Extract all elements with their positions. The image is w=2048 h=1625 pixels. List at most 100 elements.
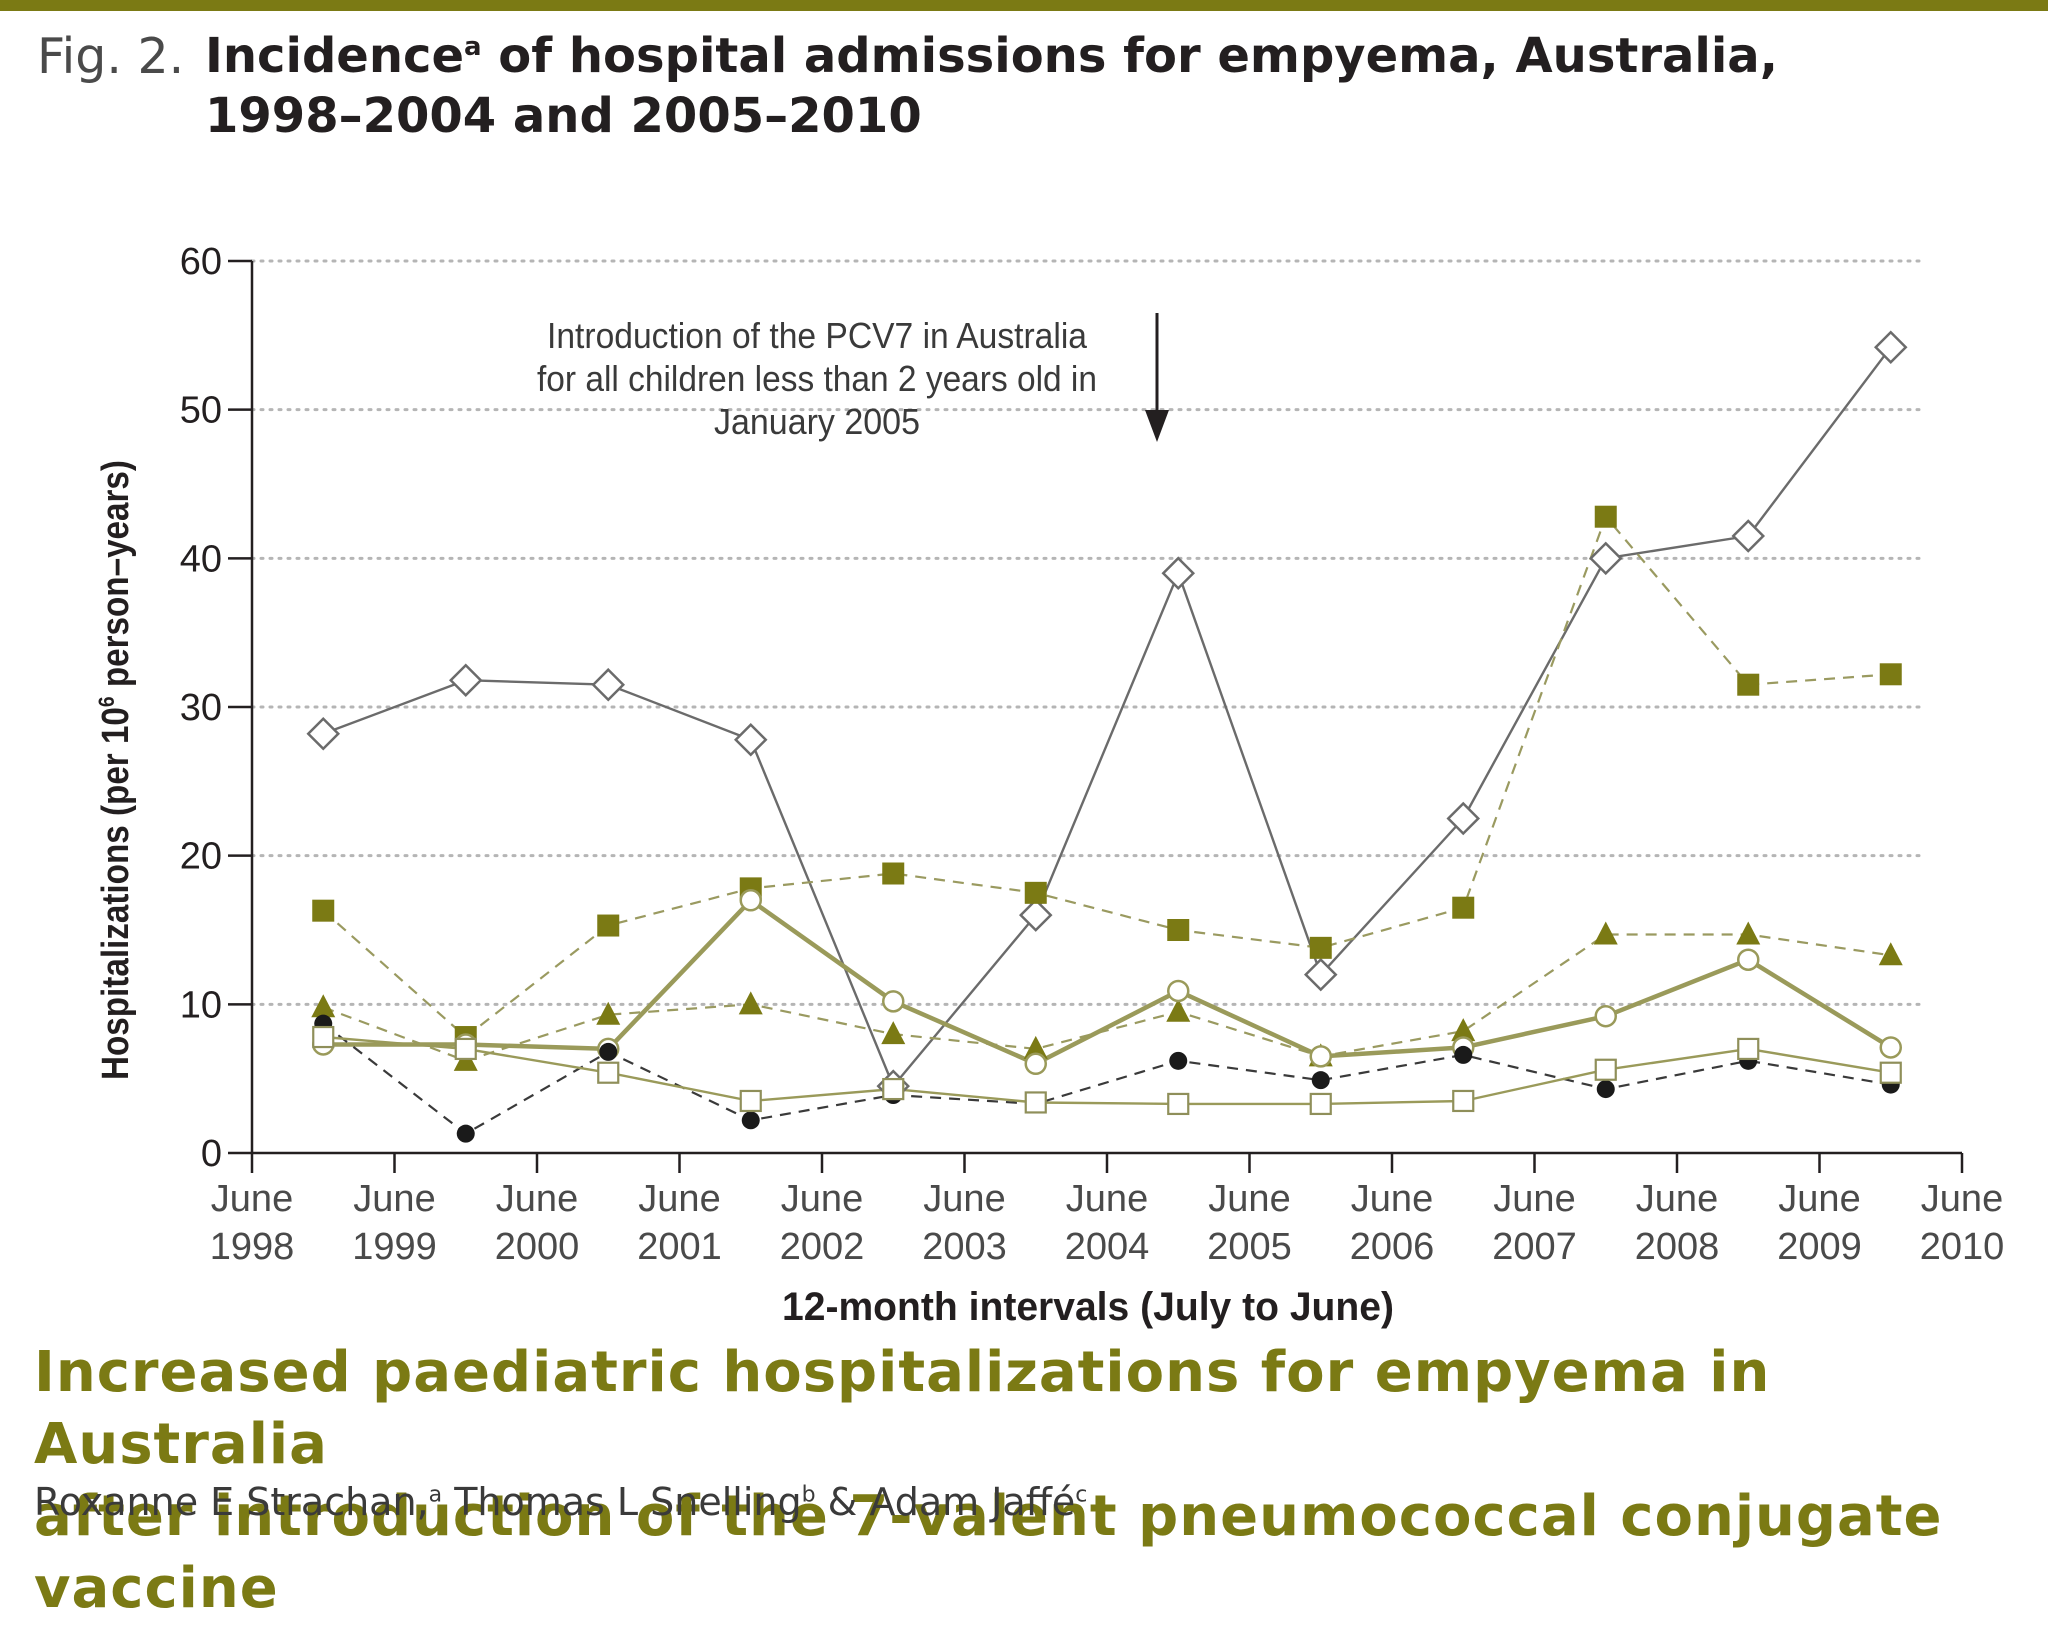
author-byline: Roxanne E Strachan,a Thomas L Snellingb …: [34, 1480, 1087, 1524]
annotation-text-line: Introduction of the PCV7 in Australia: [547, 315, 1088, 356]
data-point-open-square: [1737, 1037, 1760, 1061]
data-point-open-diamond: [1446, 801, 1481, 836]
series-line-open-circle: [323, 898, 1892, 1067]
x-tick-label: June: [1066, 1178, 1148, 1220]
x-tick-label: June: [1208, 1178, 1290, 1220]
x-tick-label: 2008: [1635, 1226, 1720, 1268]
data-point-filled-square: [1167, 919, 1190, 941]
y-axis-label-sup: 6: [94, 696, 119, 707]
x-tick-label: June: [781, 1178, 863, 1220]
annotation-text-line: for all children less than 2 years old i…: [537, 358, 1097, 399]
data-point-filled-circle: [1311, 1071, 1330, 1090]
x-tick-label: 2007: [1492, 1226, 1577, 1268]
data-point-filled-square: [597, 914, 620, 937]
data-point-filled-square: [1737, 673, 1760, 696]
annotation-text-line: January 2005: [714, 401, 920, 442]
data-point-open-circle: [1167, 979, 1190, 1003]
data-point-filled-circle: [741, 1111, 760, 1130]
series-line-filled-square: [322, 515, 1891, 1039]
y-axis-label: Hospitalizations (per 106 person–years): [94, 460, 137, 1080]
data-point-open-diamond: [1873, 330, 1908, 364]
data-point-open-diamond: [1303, 957, 1338, 992]
data-point-open-diamond: [448, 663, 483, 698]
data-point-open-circle: [1737, 948, 1760, 971]
data-point-filled-circle: [599, 1042, 618, 1061]
headline-line-1: Increased paediatric hospitalizations fo…: [34, 1340, 1771, 1477]
y-tick-label: 50: [180, 390, 222, 432]
data-point-open-circle: [739, 889, 762, 912]
series-line-filled-triangle: [322, 933, 1891, 1062]
author-name: Thomas L Snelling: [442, 1480, 802, 1524]
figure-title-rest: of hospital admissions for empyema, Aust…: [205, 28, 1778, 144]
figure-title-superscript: a: [464, 32, 482, 62]
data-point-filled-triangle: [1878, 942, 1903, 966]
figure-title: Incidencea of hospital admissions for em…: [205, 26, 1905, 146]
data-point-filled-square: [1594, 505, 1617, 528]
pcv7-annotation: Introduction of the PCV7 in Australiafor…: [537, 313, 1169, 442]
x-tick-label: 1999: [352, 1226, 437, 1268]
x-tick-label: 2009: [1777, 1226, 1862, 1268]
data-point-open-diamond: [1731, 519, 1766, 553]
y-tick-label: 10: [180, 984, 222, 1026]
axes: 0 10 20 30 40 50 60 June 1998 June 1999 June 2000 Jun…: [180, 241, 2005, 1268]
x-tick-label: June: [1493, 1178, 1575, 1220]
data-point-filled-square: [882, 862, 905, 885]
x-tick-label: June: [1636, 1178, 1718, 1220]
data-point-open-square: [1594, 1058, 1617, 1081]
data-point-open-diamond: [1588, 541, 1623, 576]
x-tick-label: 1998: [210, 1226, 295, 1268]
top-accent-bar: [0, 0, 2048, 11]
data-point-open-square: [1452, 1089, 1475, 1113]
x-tick-label: June: [638, 1178, 720, 1220]
data-point-filled-square: [1879, 663, 1902, 686]
x-tick-label: 2010: [1920, 1226, 2005, 1268]
data-point-open-square: [1309, 1092, 1332, 1116]
data-point-filled-triangle: [1736, 921, 1761, 945]
data-point-open-diamond: [1161, 556, 1196, 590]
data-point-filled-triangle: [596, 1001, 621, 1025]
data-point-open-square: [1879, 1061, 1902, 1084]
x-tick-label: 2000: [495, 1226, 580, 1268]
y-tick-label: 40: [180, 538, 222, 580]
data-point-filled-triangle: [1166, 998, 1191, 1022]
author-name: & Adam Jaffé: [815, 1480, 1076, 1524]
author-affiliation: b: [801, 1482, 816, 1508]
data-point-filled-square: [312, 899, 335, 922]
x-tick-label: June: [1778, 1178, 1860, 1220]
figure-label: Fig. 2.: [37, 28, 185, 85]
data-point-filled-triangle: [1023, 1035, 1048, 1059]
data-point-filled-circle: [1454, 1045, 1473, 1064]
data-point-open-diamond: [733, 722, 768, 757]
data-point-open-diamond: [1018, 898, 1053, 932]
x-tick-label: 2003: [922, 1226, 1007, 1268]
y-tick-label: 30: [180, 687, 222, 729]
y-tick-label: 60: [180, 241, 222, 283]
data-point-open-square: [882, 1077, 905, 1101]
author-affiliation: a: [428, 1482, 443, 1508]
data-point-filled-square: [1309, 936, 1332, 959]
series-line-open-square: [323, 1035, 1891, 1106]
data-point-filled-circle: [1169, 1051, 1188, 1070]
x-tick-label: June: [923, 1178, 1005, 1220]
data-point-filled-triangle: [1593, 921, 1618, 945]
x-tick-label: 2002: [780, 1226, 865, 1268]
y-tick-label: 0: [201, 1133, 222, 1175]
data-point-open-diamond: [306, 716, 341, 751]
data-point-open-circle: [1879, 1036, 1902, 1059]
x-axis-label: 12-month intervals (July to June): [782, 1285, 1394, 1329]
data-point-open-circle: [882, 990, 905, 1013]
annotation-arrow-head: [1145, 410, 1169, 442]
y-axis-label-main: Hospitalizations (per 10: [95, 707, 137, 1080]
line-chart: 0 10 20 30 40 50 60 June 1998 June 1999 June 2000 Jun…: [94, 241, 2005, 1329]
data-point-filled-triangle: [881, 1021, 906, 1045]
data-point-open-square: [1024, 1091, 1047, 1114]
x-tick-label: June: [496, 1178, 578, 1220]
data-point-filled-triangle: [1451, 1018, 1476, 1042]
y-axis-label-tail: person–years): [95, 460, 137, 696]
x-tick-label: 2005: [1207, 1226, 1292, 1268]
x-tick-label: 2001: [637, 1226, 722, 1268]
data-point-filled-triangle: [311, 994, 336, 1018]
data-point-open-square: [597, 1061, 620, 1084]
figure-title-main: Incidence: [205, 28, 465, 84]
data-point-open-diamond: [591, 667, 626, 702]
